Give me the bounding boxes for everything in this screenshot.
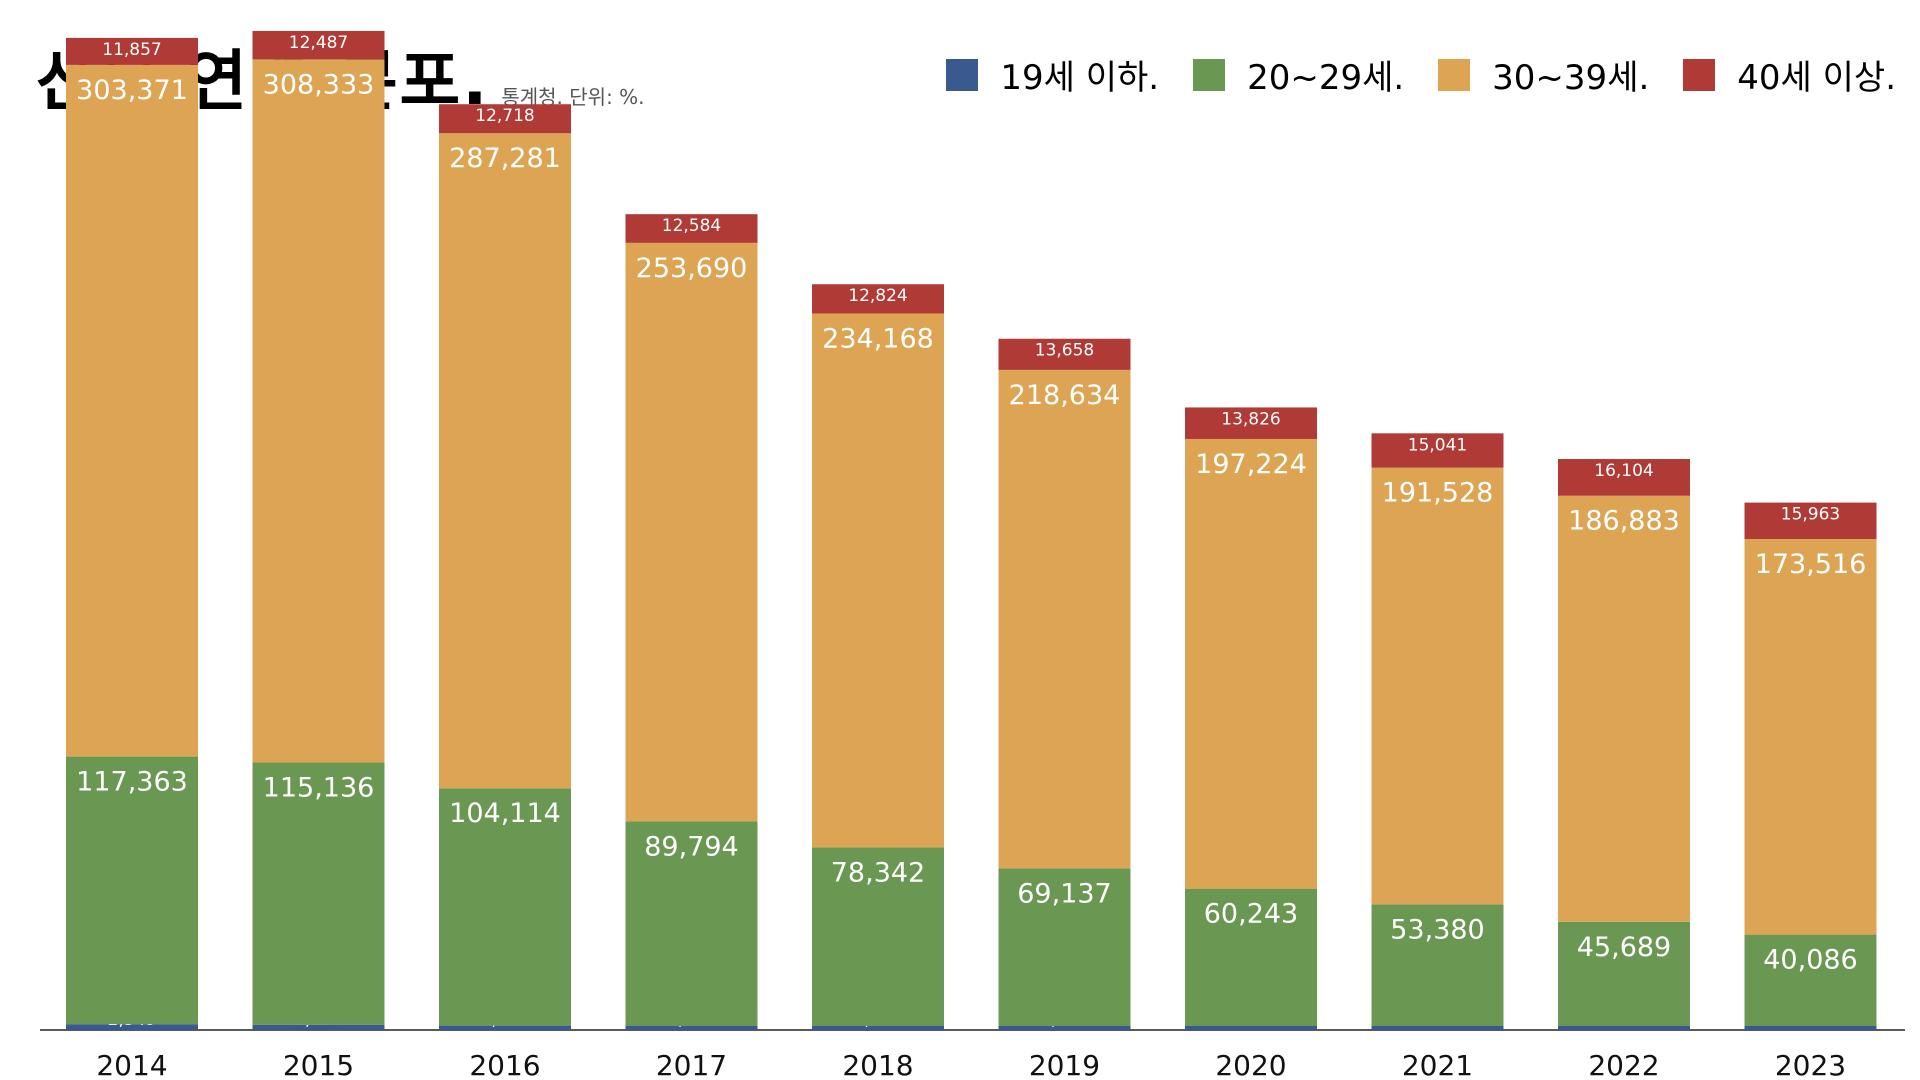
legend-swatch-20s <box>1193 58 1226 91</box>
bar-segment-under19-2020[interactable] <box>1185 1026 1317 1030</box>
bar-segment-under19-2019[interactable] <box>998 1026 1131 1030</box>
legend-item-20s[interactable]: 20~29세. <box>1193 50 1404 99</box>
bar-segment-40plus-2017[interactable] <box>625 214 758 243</box>
x-tick-label-2015: 2015 <box>283 1049 354 1080</box>
data-label-30s-2021: 191,528 <box>1382 478 1494 509</box>
bar-segment-40plus-2023[interactable] <box>1744 502 1877 539</box>
x-tick-label-2020: 2020 <box>1215 1049 1286 1080</box>
bar-segment-20s-2017[interactable] <box>625 821 758 1026</box>
bar-segment-30s-2016[interactable] <box>439 133 571 789</box>
bar-segment-40plus-2015[interactable] <box>252 30 385 60</box>
bar-segment-40plus-2022[interactable] <box>1558 459 1690 496</box>
bar-segment-under19-2016[interactable] <box>439 1025 571 1030</box>
data-label-20s-2021: 53,380 <box>1390 914 1484 945</box>
bar-segment-20s-2020[interactable] <box>1185 888 1317 1026</box>
bar-segment-under19-2021[interactable] <box>1371 1026 1504 1030</box>
bar-segment-30s-2017[interactable] <box>625 242 758 822</box>
chart-legend: 19세 이하. 20~29세. 30~39세. 40세 이상. <box>912 50 1896 99</box>
bar-segment-20s-2022[interactable] <box>1558 921 1690 1026</box>
data-label-40plus-2023: 15,963 <box>1781 505 1840 525</box>
legend-item-30s[interactable]: 30~39세. <box>1438 50 1649 99</box>
data-label-40plus-2015: 12,487 <box>289 33 348 53</box>
legend-swatch-30s <box>1438 58 1471 91</box>
data-label-30s-2015: 308,333 <box>263 69 375 100</box>
data-label-20s-2023: 40,086 <box>1763 945 1857 976</box>
x-tick-label-2023: 2023 <box>1775 1049 1846 1080</box>
bar-segment-under19-2015[interactable] <box>252 1024 385 1030</box>
data-label-20s-2018: 78,342 <box>831 857 925 888</box>
bar-segment-40plus-2020[interactable] <box>1185 407 1317 439</box>
bar-segment-30s-2023[interactable] <box>1744 538 1877 935</box>
data-label-40plus-2017: 12,584 <box>662 216 721 236</box>
data-label-20s-2016: 104,114 <box>449 798 561 829</box>
data-label-30s-2016: 287,281 <box>449 143 561 174</box>
x-tick-label-2022: 2022 <box>1588 1049 1659 1080</box>
bar-segment-40plus-2016[interactable] <box>439 104 571 134</box>
data-label-30s-2022: 186,883 <box>1568 506 1680 537</box>
data-label-30s-2018: 234,168 <box>822 323 934 354</box>
legend-label-40plus: 40세 이상. <box>1737 58 1896 98</box>
bar-segment-20s-2023[interactable] <box>1744 934 1877 1026</box>
bar-segment-under19-2014[interactable] <box>66 1024 198 1030</box>
bar-segment-30s-2015[interactable] <box>252 59 385 763</box>
data-label-40plus-2022: 16,104 <box>1594 461 1653 481</box>
legend-swatch-under19 <box>946 58 979 91</box>
legend-label-30s: 30~39세. <box>1492 58 1650 98</box>
data-label-20s-2020: 60,243 <box>1204 899 1298 930</box>
data-label-40plus-2014: 11,857 <box>102 40 161 60</box>
data-label-40plus-2016: 12,718 <box>475 106 534 126</box>
data-label-40plus-2018: 12,824 <box>848 286 907 306</box>
bar-segment-30s-2020[interactable] <box>1185 438 1317 889</box>
bar-segment-under19-2022[interactable] <box>1558 1026 1690 1030</box>
bar-segment-30s-2022[interactable] <box>1558 495 1690 922</box>
x-tick-label-2016: 2016 <box>469 1049 540 1080</box>
bar-segment-20s-2021[interactable] <box>1371 904 1504 1026</box>
data-label-40plus-2019: 13,658 <box>1035 341 1094 361</box>
data-label-30s-2017: 253,690 <box>636 253 748 284</box>
bar-segment-30s-2014[interactable] <box>66 64 198 757</box>
bar-segment-under19-2023[interactable] <box>1744 1026 1877 1030</box>
bar-segment-20s-2019[interactable] <box>998 868 1131 1026</box>
legend-item-under19[interactable]: 19세 이하. <box>946 50 1159 99</box>
bar-segment-40plus-2014[interactable] <box>66 37 198 65</box>
data-label-40plus-2021: 15,041 <box>1408 435 1467 455</box>
bar-segment-40plus-2021[interactable] <box>1371 433 1504 468</box>
bar-segment-30s-2018[interactable] <box>812 313 944 848</box>
bar-segment-30s-2019[interactable] <box>998 369 1131 869</box>
data-label-30s-2023: 173,516 <box>1755 549 1867 580</box>
data-label-20s-2015: 115,136 <box>263 772 375 803</box>
bar-segment-under19-2017[interactable] <box>625 1026 758 1030</box>
data-label-20s-2022: 45,689 <box>1577 932 1671 963</box>
data-label-40plus-2020: 13,826 <box>1221 409 1280 429</box>
bar-segment-20s-2015[interactable] <box>252 762 385 1025</box>
data-label-20s-2019: 69,137 <box>1017 878 1111 909</box>
bar-segment-20s-2018[interactable] <box>812 847 944 1026</box>
data-label-20s-2017: 89,794 <box>644 831 738 862</box>
bar-segment-20s-2014[interactable] <box>66 756 198 1025</box>
x-tick-label-2018: 2018 <box>842 1049 913 1080</box>
x-tick-label-2021: 2021 <box>1402 1049 1473 1080</box>
legend-label-20s: 20~29세. <box>1247 58 1405 98</box>
bar-segment-under19-2018[interactable] <box>812 1026 944 1030</box>
x-tick-label-2014: 2014 <box>96 1049 167 1080</box>
legend-swatch-40plus <box>1683 58 1716 91</box>
data-label-20s-2014: 117,363 <box>76 767 188 798</box>
bar-segment-20s-2016[interactable] <box>439 788 571 1026</box>
data-label-30s-2019: 218,634 <box>1009 380 1121 411</box>
x-tick-label-2019: 2019 <box>1029 1049 1100 1080</box>
bar-segment-40plus-2018[interactable] <box>812 284 944 314</box>
bar-segment-30s-2021[interactable] <box>1371 467 1504 905</box>
legend-item-40plus[interactable]: 40세 이상. <box>1683 50 1896 99</box>
bar-segment-40plus-2019[interactable] <box>998 338 1131 370</box>
data-label-30s-2020: 197,224 <box>1195 449 1307 480</box>
legend-label-under19: 19세 이하. <box>1000 58 1160 98</box>
data-label-30s-2014: 303,371 <box>76 75 188 106</box>
x-tick-label-2017: 2017 <box>656 1049 727 1080</box>
